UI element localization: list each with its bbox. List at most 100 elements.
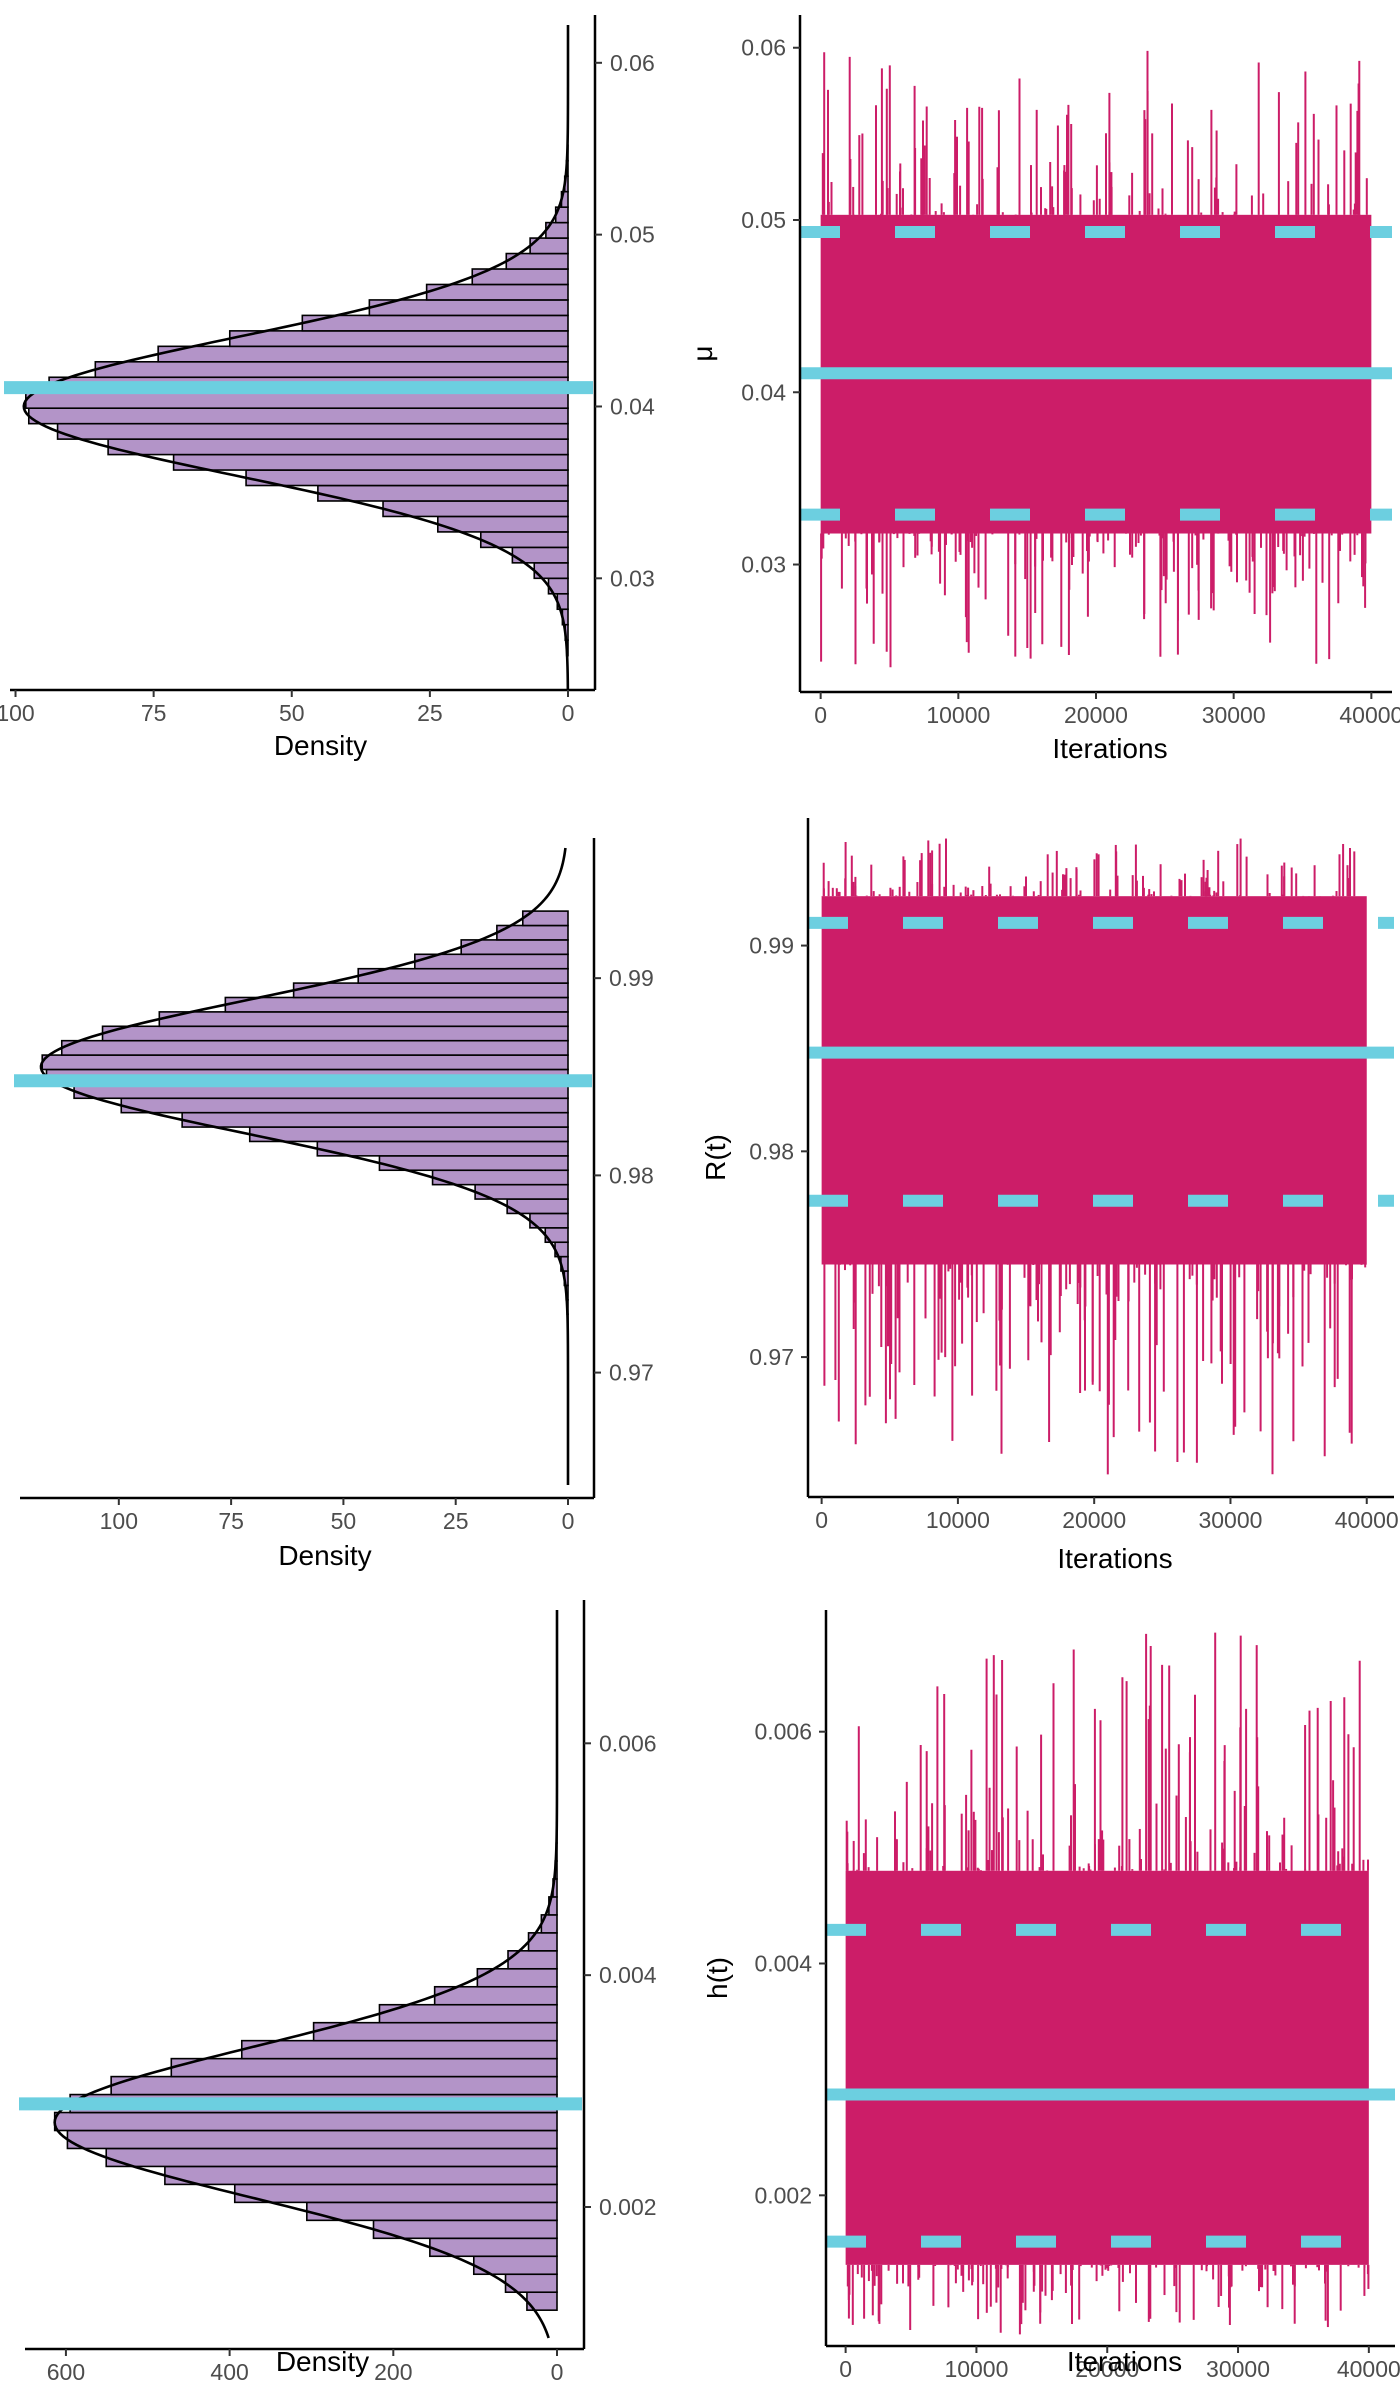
rt-density-curve [39,847,570,1485]
x-tick-label: 40000 [1339,702,1400,728]
y-tick-label: 0.004 [754,1951,812,1977]
mu-trace-y-title: μ [687,345,718,361]
y-tick-label: 0.97 [609,1360,654,1386]
x-tick-label: 20000 [1064,702,1128,728]
ht-trace-x-ticks: 0 10000 20000 30000 40000 [839,2346,1400,2381]
rt-trace-y-ticks: 0.97 0.98 0.99 [749,933,808,1370]
histogram-bar [170,2057,558,2078]
rt-histogram-x-ticks: 100 75 50 25 0 [100,1498,574,1534]
y-tick-label: 0.99 [609,965,654,991]
histogram-bar [224,996,569,1013]
x-tick-label: 40000 [1335,1507,1399,1533]
histogram-bar [56,422,569,440]
mu-trace-spikes [820,50,1370,668]
histogram-bar [382,500,569,518]
histogram-bar [378,1155,569,1172]
x-tick-label: 50 [331,1508,357,1534]
histogram-bar [233,2183,558,2204]
x-tick-label: 20000 [1062,1507,1126,1533]
x-tick-label: 100 [100,1508,138,1534]
x-tick-label: 25 [417,700,443,726]
x-tick-label: 0 [551,2359,564,2381]
x-tick-label: 20000 [1075,2356,1139,2381]
y-tick-label: 0.99 [749,933,794,959]
x-tick-label: 0 [562,700,575,726]
x-tick-label: 600 [47,2359,85,2381]
y-tick-label: 0.04 [741,379,786,405]
rt-histogram-bars [41,910,569,1344]
y-tick-label: 0.006 [599,1730,657,1756]
y-tick-label: 0.98 [749,1138,794,1164]
histogram-bar [240,2039,558,2060]
histogram-bar [378,2003,558,2024]
histogram-bar [27,407,569,425]
y-tick-label: 0.03 [741,552,786,578]
ht-histogram-x-ticks: 600 400 200 0 [47,2349,564,2381]
histogram-bar [431,1169,569,1186]
y-tick-label: 0.05 [741,207,786,233]
ht-density-curve [53,1610,559,2339]
histogram-bar [312,2021,558,2042]
x-tick-label: 0 [839,2356,852,2381]
rt-trace-spikes [820,838,1367,1475]
rt-histogram-x-title: Density [278,1540,371,1571]
histogram-bar [94,360,569,379]
rt-trace-band [821,896,1367,1265]
y-tick-label: 0.06 [741,35,786,61]
histogram-bar [66,2129,558,2150]
mu-trace-panel: 0 10000 20000 30000 40000 0.03 0.04 0.05 0.06 I… [687,15,1400,764]
histogram-bar [248,1126,569,1143]
mu-histogram-panel: 100 75 50 25 0 0.03 0.04 0.05 0.06 Density [0,15,655,761]
y-tick-label: 0.002 [754,2182,812,2208]
mu-histogram-x-ticks: 100 75 50 25 0 [0,690,574,726]
x-tick-label: 400 [210,2359,248,2381]
y-tick-label: 0.97 [749,1344,794,1370]
mu-density-curve [22,25,570,691]
histogram-bar [60,1039,569,1056]
histogram-bar [172,453,569,471]
histogram-bar [158,1011,569,1028]
histogram-bar [414,953,569,970]
rt-trace-x-ticks: 0 10000 20000 30000 40000 [815,1497,1399,1533]
mu-histogram-bars [25,144,569,657]
y-tick-label: 0.006 [754,1719,812,1745]
x-tick-label: 25 [443,1508,469,1534]
histogram-bar [228,330,569,348]
x-tick-label: 30000 [1206,2356,1270,2381]
rt-trace-y-title: R(t) [700,1134,731,1181]
x-tick-label: 0 [815,1507,828,1533]
x-tick-label: 10000 [944,2356,1008,2381]
ht-histogram-x-title: Density [276,2346,369,2377]
histogram-bar [105,2147,558,2168]
histogram-bar [53,2111,558,2132]
ht-trace-panel: 0 10000 20000 30000 40000 0.002 0.004 0.006 It… [702,1610,1400,2381]
ht-histogram-y-ticks: 0.002 0.004 0.006 [584,1730,657,2220]
histogram-bar [292,982,569,999]
ht-histogram-bars [53,1788,558,2311]
x-tick-label: 100 [0,700,35,726]
histogram-bar [316,1140,569,1157]
histogram-bar [306,2201,558,2222]
rt-trace-panel: 0 10000 20000 30000 40000 0.97 0.98 0.99 Itera… [700,818,1399,1574]
x-tick-label: 30000 [1198,1507,1262,1533]
x-tick-label: 40000 [1337,2356,1400,2381]
rt-trace-x-title: Iterations [1057,1543,1172,1574]
rt-histogram-y-ticks: 0.97 0.98 0.99 [594,965,654,1386]
x-tick-label: 50 [279,700,305,726]
ht-trace-y-ticks: 0.002 0.004 0.006 [754,1719,826,2208]
x-tick-label: 10000 [926,1507,990,1533]
histogram-bar [110,2075,558,2096]
histogram-bar [120,1097,569,1114]
y-tick-label: 0.05 [610,222,655,248]
x-tick-label: 75 [218,1508,244,1534]
ht-trace-x-title: Iterations [1067,2346,1182,2377]
x-tick-label: 0 [814,702,827,728]
histogram-bar [368,299,569,317]
histogram-bar [301,314,569,332]
x-tick-label: 30000 [1202,702,1266,728]
mu-trace-y-ticks: 0.03 0.04 0.05 0.06 [741,35,800,578]
x-tick-label: 10000 [926,702,990,728]
y-tick-label: 0.04 [610,393,655,419]
histogram-bar [101,1025,569,1042]
